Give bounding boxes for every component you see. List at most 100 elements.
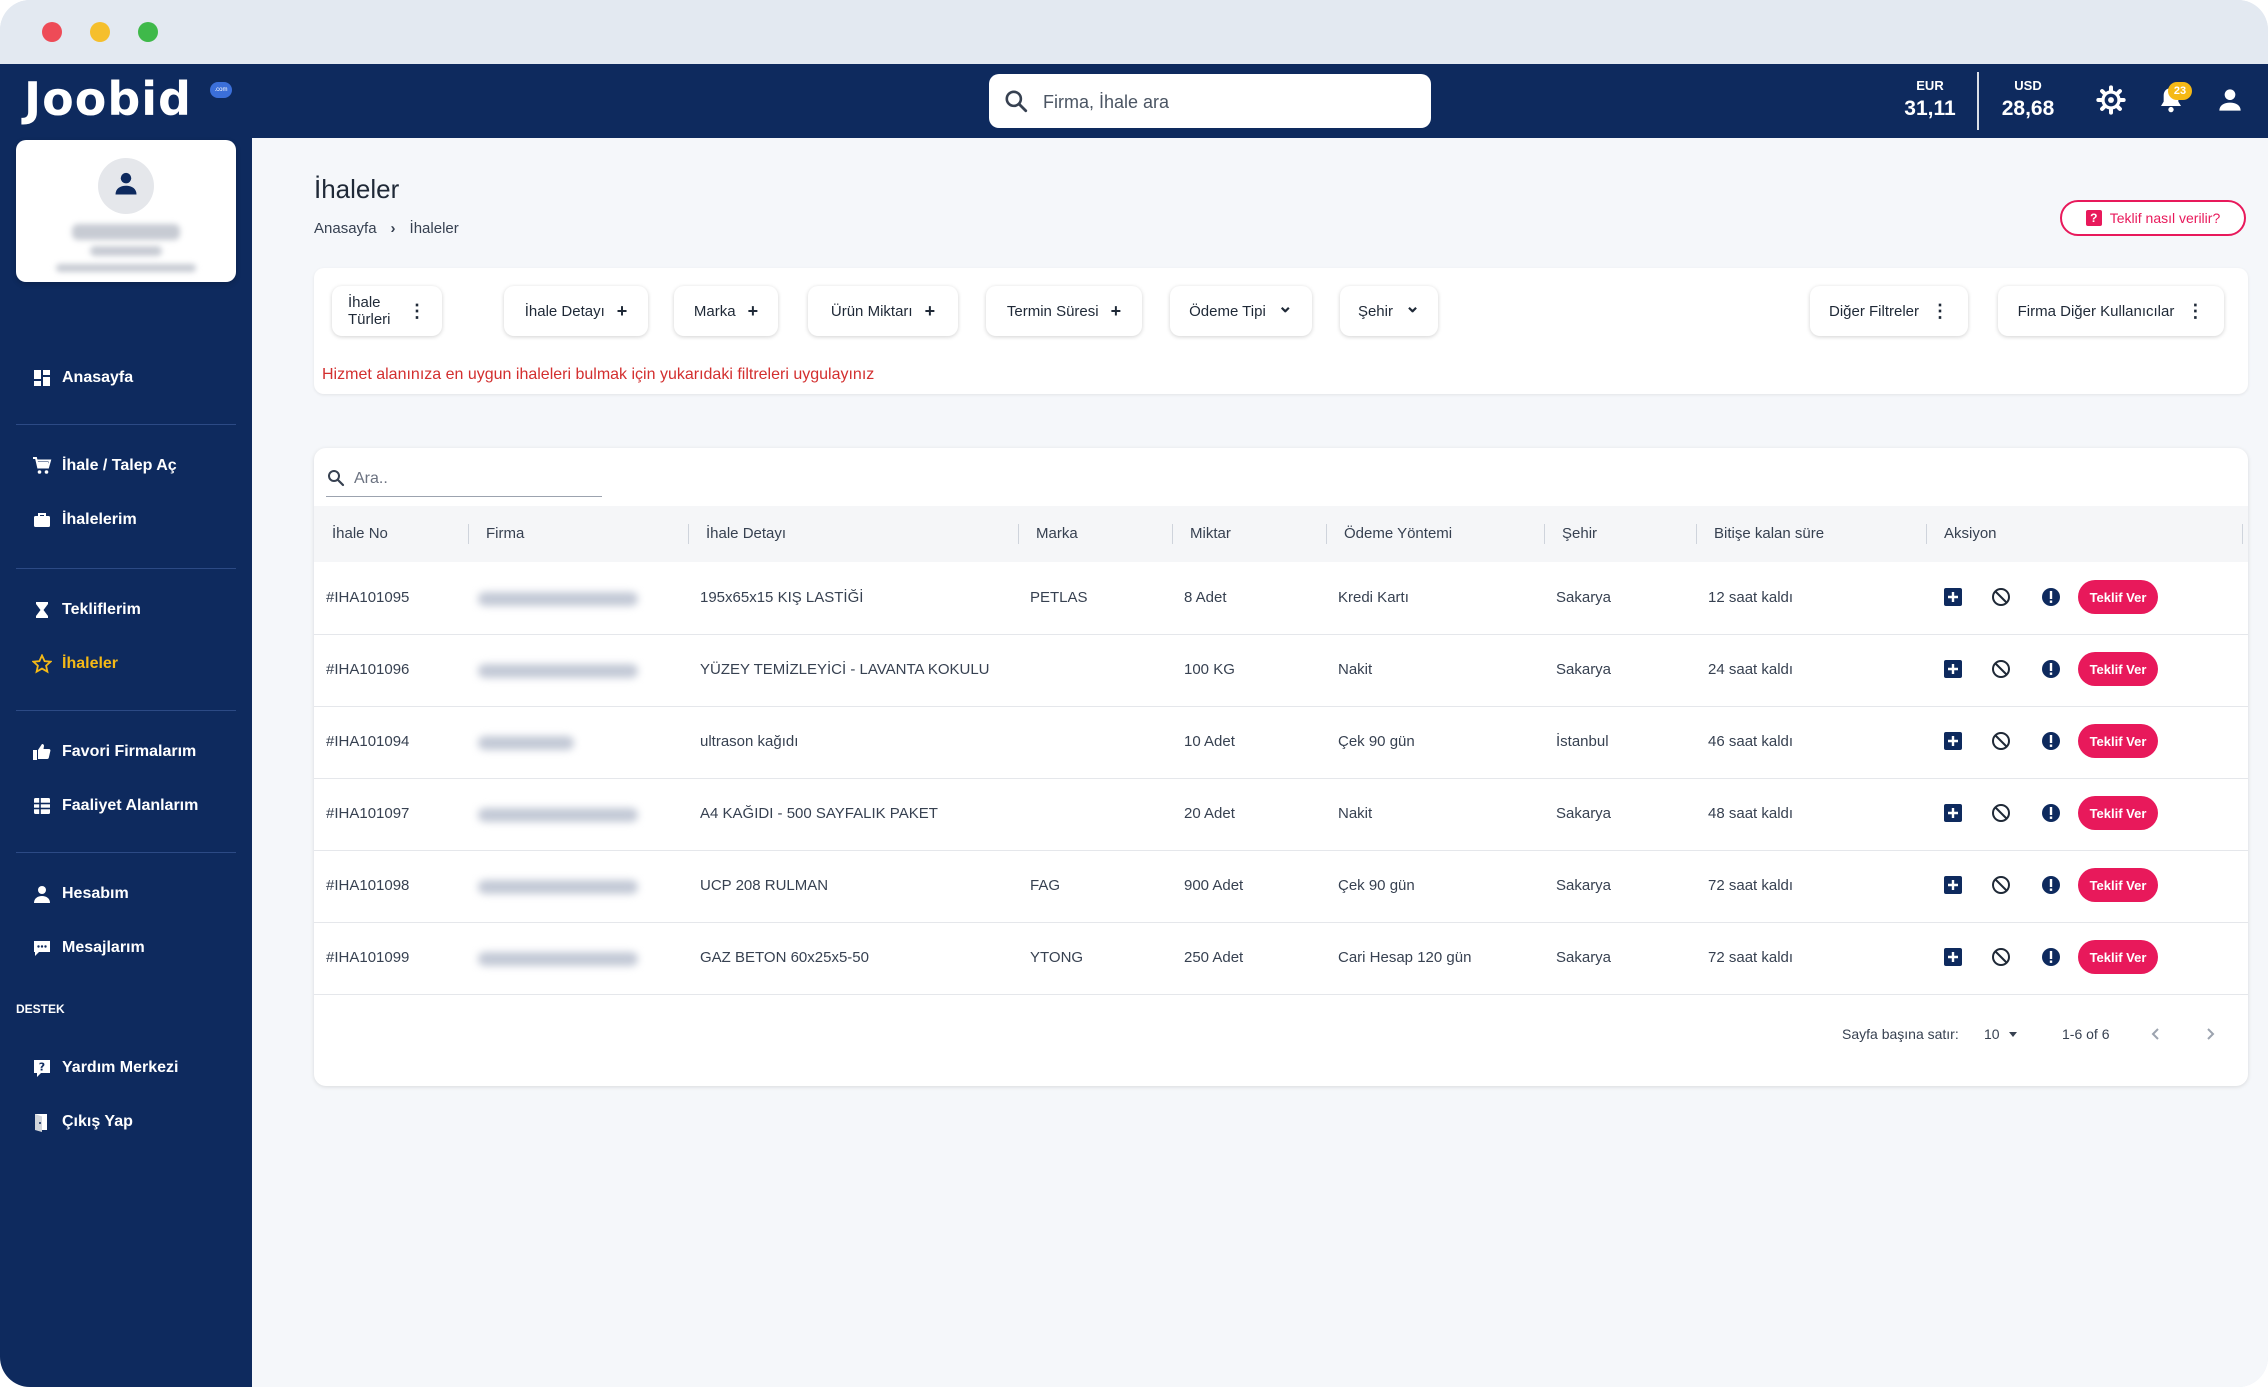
- info-icon[interactable]: [2040, 658, 2062, 680]
- help-icon: ?: [34, 1060, 50, 1077]
- table-search-input[interactable]: [352, 460, 596, 498]
- pagination-range: 1-6 of 6: [2062, 1026, 2110, 1042]
- sidebar-item-hesabim[interactable]: Hesabım: [32, 878, 129, 910]
- cell-miktar: 250 Adet: [1184, 949, 1244, 966]
- maximize-window-button[interactable]: [138, 22, 158, 42]
- column-header[interactable]: Marka: [1036, 525, 1078, 542]
- make-offer-button[interactable]: Teklif Ver: [2078, 724, 2158, 758]
- filter-firma-diger-kullanicilar[interactable]: Firma Diğer Kullanıcılar ⋮: [1998, 286, 2224, 336]
- add-box-icon[interactable]: [1942, 874, 1964, 896]
- briefcase-icon: [34, 513, 50, 527]
- make-offer-button[interactable]: Teklif Ver: [2078, 652, 2158, 686]
- eur-value: 31,11: [1904, 97, 1956, 120]
- cell-firma-blurred: [478, 808, 638, 822]
- filter-marka[interactable]: Marka +: [674, 286, 778, 336]
- filter-ihale-detayi[interactable]: İhale Detayı +: [504, 286, 648, 336]
- filter-odeme-tipi[interactable]: Ödeme Tipi ⌄: [1170, 286, 1312, 336]
- filter-termin-suresi[interactable]: Termin Süresi +: [986, 286, 1142, 336]
- sidebar-item-label: Faaliyet Alanlarım: [62, 797, 199, 814]
- search-icon: [328, 470, 345, 487]
- how-to-bid-button[interactable]: ? Teklif nasıl verilir?: [2060, 200, 2246, 236]
- tenders-table: İhale No Firma İhale Detayı Marka Miktar…: [314, 448, 2248, 1086]
- block-icon[interactable]: [1990, 658, 2012, 680]
- info-icon[interactable]: [2040, 946, 2062, 968]
- table-row[interactable]: #IHA101095 195x65x15 KIŞ LASTİĞİ PETLAS …: [314, 562, 2248, 635]
- table-row[interactable]: #IHA101097 A4 KAĞIDI - 500 SAYFALIK PAKE…: [314, 778, 2248, 851]
- cell-marka: YTONG: [1030, 949, 1084, 966]
- breadcrumb-chevron-icon: ›: [390, 220, 396, 237]
- make-offer-button[interactable]: Teklif Ver: [2078, 868, 2158, 902]
- cart-icon: [33, 457, 52, 474]
- make-offer-button[interactable]: Teklif Ver: [2078, 940, 2158, 974]
- column-header[interactable]: İhale No: [332, 525, 388, 542]
- table-row[interactable]: #IHA101098 UCP 208 RULMAN FAG 900 Adet Ç…: [314, 850, 2248, 923]
- block-icon[interactable]: [1990, 874, 2012, 896]
- filter-urun-miktari[interactable]: Ürün Miktarı +: [808, 286, 958, 336]
- add-box-icon[interactable]: [1942, 946, 1964, 968]
- chip-label: Firma Diğer Kullanıcılar: [2017, 302, 2175, 320]
- cell-miktar: 10 Adet: [1184, 733, 1235, 750]
- cell-sehir: İstanbul: [1556, 733, 1609, 750]
- column-header[interactable]: Miktar: [1190, 525, 1231, 542]
- block-icon[interactable]: [1990, 586, 2012, 608]
- make-offer-button[interactable]: Teklif Ver: [2078, 796, 2158, 830]
- sidebar-item-ihalelerim[interactable]: İhalelerim: [32, 504, 137, 536]
- star-icon: [32, 654, 52, 674]
- profile-card[interactable]: [16, 140, 236, 282]
- global-search-input[interactable]: [1041, 74, 1425, 130]
- sidebar-item-anasayfa[interactable]: Anasayfa: [32, 362, 133, 394]
- filter-sehir[interactable]: Şehir ⌄: [1340, 286, 1438, 336]
- sidebar-item-faaliyet-alanlarim[interactable]: Faaliyet Alanlarım: [32, 790, 198, 822]
- cell-kalan-sure: 24 saat kaldı: [1708, 661, 1794, 678]
- info-icon[interactable]: [2040, 802, 2062, 824]
- gear-icon[interactable]: [2095, 84, 2127, 116]
- cell-odeme-yontemi: Cari Hesap 120 gün: [1338, 949, 1472, 966]
- table-row[interactable]: #IHA101096 YÜZEY TEMİZLEYİCİ - LAVANTA K…: [314, 634, 2248, 707]
- add-box-icon[interactable]: [1942, 658, 1964, 680]
- person-icon: [34, 886, 50, 903]
- dashboard-icon: [34, 370, 50, 386]
- info-icon[interactable]: [2040, 874, 2062, 896]
- sidebar-item-yardim-merkezi[interactable]: ? Yardım Merkezi: [32, 1052, 179, 1084]
- user-account-icon[interactable]: [2214, 84, 2246, 116]
- minimize-window-button[interactable]: [90, 22, 110, 42]
- add-box-icon[interactable]: [1942, 586, 1964, 608]
- next-page-icon[interactable]: [2202, 1026, 2218, 1042]
- column-header[interactable]: Ödeme Yöntemi: [1344, 525, 1453, 542]
- add-box-icon[interactable]: [1942, 802, 1964, 824]
- sidebar-item-ihale-talep-ac[interactable]: İhale / Talep Aç: [32, 450, 177, 482]
- column-header[interactable]: Bitişe kalan süre: [1714, 525, 1825, 542]
- grid-icon: [34, 798, 50, 814]
- table-row[interactable]: #IHA101094 ultrason kağıdı 10 Adet Çek 9…: [314, 706, 2248, 779]
- chip-label: Ödeme Tipi: [1189, 302, 1266, 320]
- column-header[interactable]: İhale Detayı: [706, 525, 787, 542]
- info-icon[interactable]: [2040, 586, 2062, 608]
- sidebar-item-cikis-yap[interactable]: Çıkış Yap: [32, 1106, 133, 1138]
- cell-miktar: 8 Adet: [1184, 589, 1227, 606]
- sidebar: Anasayfa İhale / Talep Aç İhalelerim Tek…: [0, 138, 252, 1387]
- filter-diger-filtreler[interactable]: Diğer Filtreler ⋮: [1810, 286, 1968, 336]
- info-icon[interactable]: [2040, 730, 2062, 752]
- make-offer-button[interactable]: Teklif Ver: [2078, 580, 2158, 614]
- previous-page-icon[interactable]: [2148, 1026, 2164, 1042]
- plus-icon: +: [1110, 300, 1122, 321]
- block-icon[interactable]: [1990, 946, 2012, 968]
- column-divider: [1544, 524, 1545, 544]
- block-icon[interactable]: [1990, 802, 2012, 824]
- rows-per-page-select[interactable]: 10: [1984, 1026, 2018, 1042]
- sidebar-item-ihaleler[interactable]: İhaleler: [32, 648, 118, 680]
- table-search: [326, 460, 602, 498]
- breadcrumb-home[interactable]: Anasayfa: [314, 220, 377, 237]
- notification-badge: 23: [2168, 82, 2192, 100]
- sidebar-item-favori-firmalarim[interactable]: Favori Firmalarım: [32, 736, 196, 768]
- logo[interactable]: Joobid: [24, 72, 192, 126]
- add-box-icon[interactable]: [1942, 730, 1964, 752]
- table-row[interactable]: #IHA101099 GAZ BETON 60x25x5-50 YTONG 25…: [314, 922, 2248, 995]
- sidebar-item-tekliflerim[interactable]: Tekliflerim: [32, 594, 141, 626]
- block-icon[interactable]: [1990, 730, 2012, 752]
- close-window-button[interactable]: [42, 22, 62, 42]
- column-header[interactable]: Şehir: [1562, 525, 1598, 542]
- filter-ihale-turleri[interactable]: İhale Türleri ⋮: [332, 286, 442, 336]
- sidebar-item-mesajlarim[interactable]: Mesajlarım: [32, 932, 145, 964]
- column-header[interactable]: Firma: [486, 525, 525, 542]
